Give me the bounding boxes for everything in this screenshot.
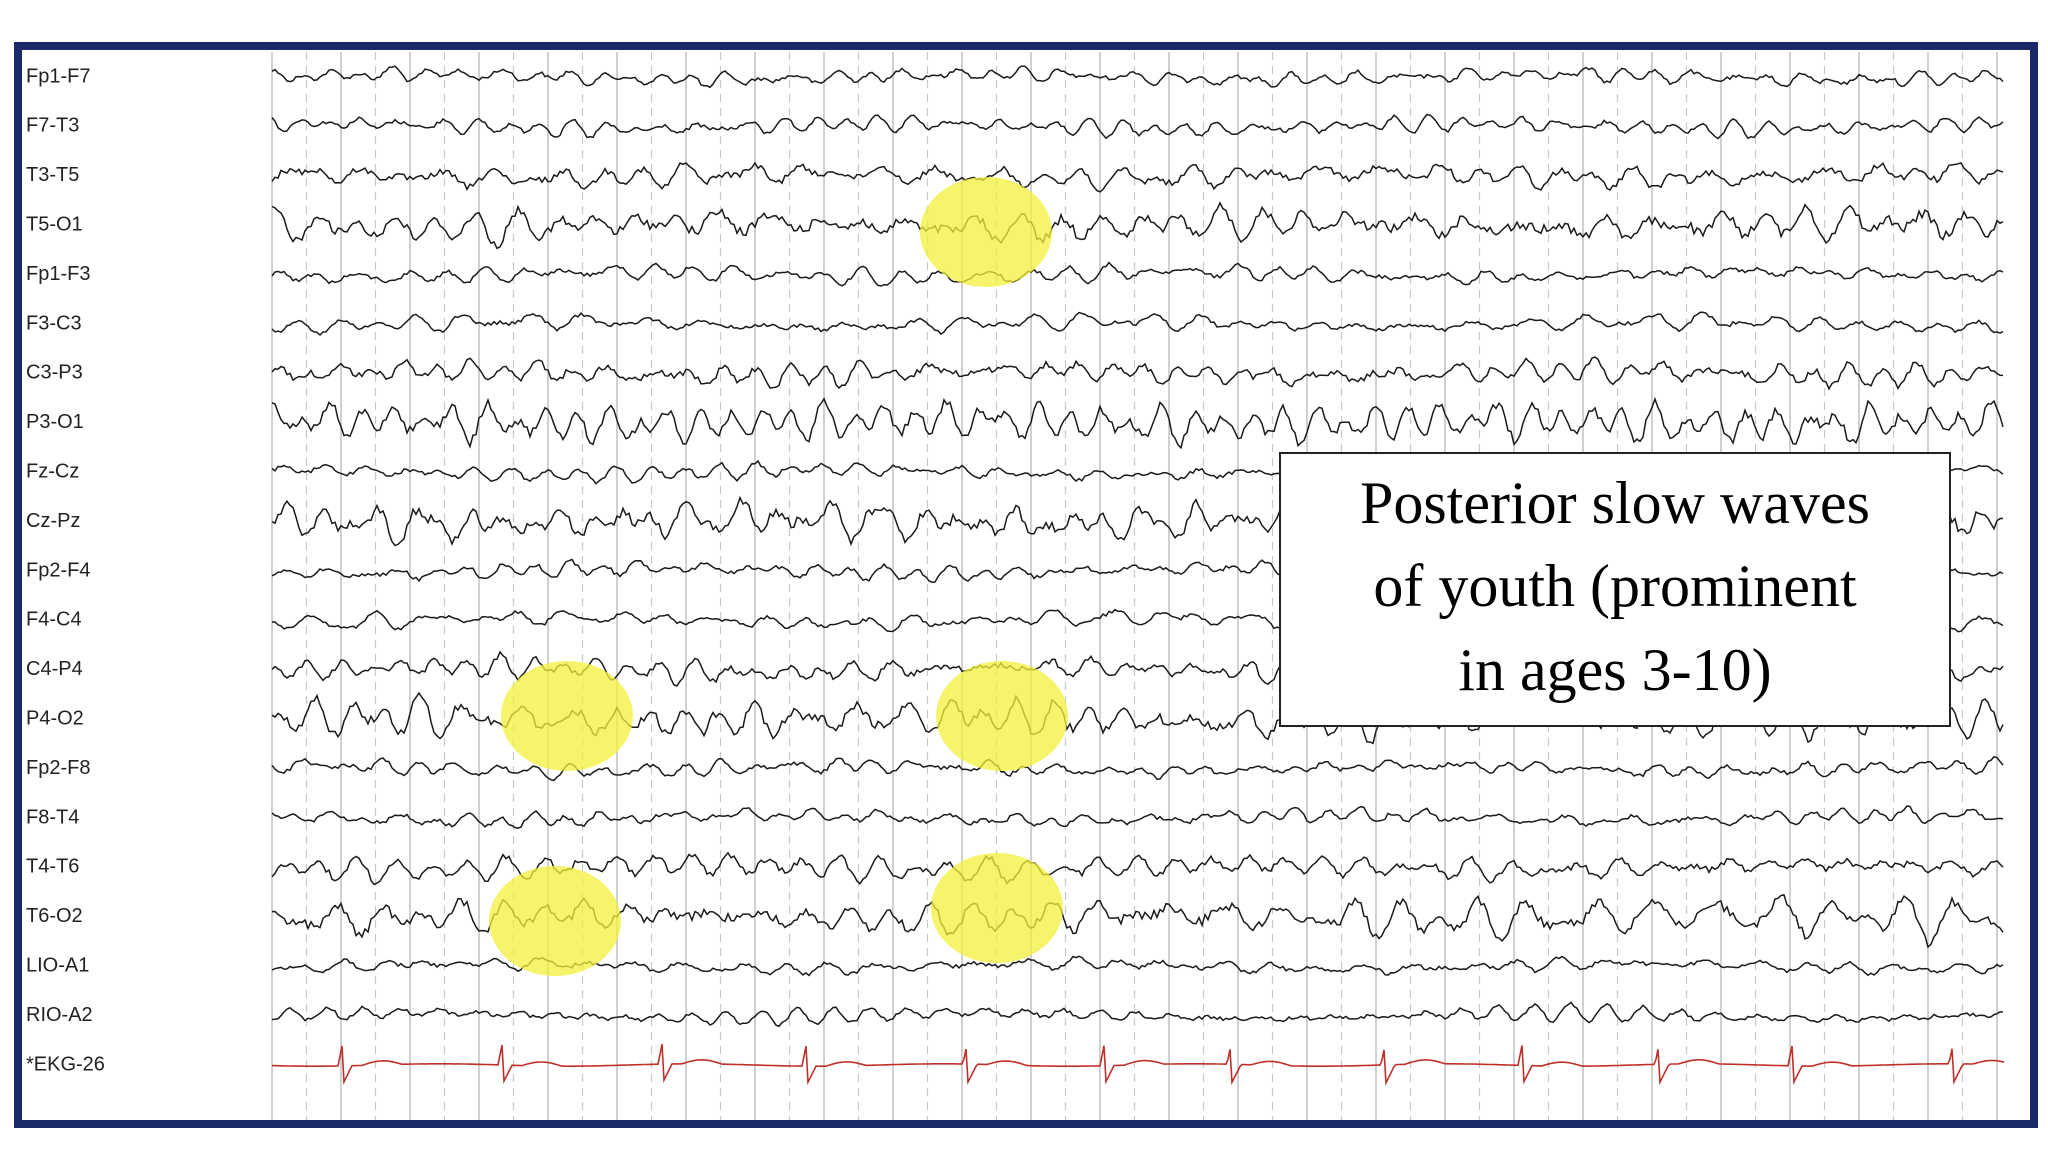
- channel-label: F7-T3: [26, 115, 79, 137]
- highlight: [920, 177, 1052, 287]
- eeg-trace: [271, 1001, 2004, 1028]
- highlights: [489, 177, 1068, 976]
- annotation-line: Posterior slow waves: [1360, 470, 1870, 536]
- annotation-line: of youth (prominent: [1373, 553, 1857, 619]
- channel-label: Fz-Cz: [26, 460, 79, 482]
- eeg-trace: [271, 396, 2004, 450]
- annotation-box: Posterior slow waves of youth (prominent…: [1279, 452, 1951, 727]
- eeg-trace: [271, 161, 2004, 193]
- channel-label: T3-T5: [26, 164, 79, 186]
- channel-label: T5-O1: [26, 213, 83, 235]
- channel-label: C3-P3: [26, 362, 83, 384]
- channel-label: LIO-A1: [26, 954, 89, 976]
- eeg-trace: [271, 261, 2004, 287]
- channel-label: F3-C3: [26, 312, 82, 334]
- eeg-trace: [271, 356, 2004, 391]
- channel-label: Fp2-F8: [26, 757, 90, 779]
- channel-label: T4-T6: [26, 856, 79, 878]
- channel-labels: Fp1-F7 F7-T3 T3-T5 T5-O1 Fp1-F3 F3-C3 C3-P3 P3-…: [26, 65, 105, 1075]
- channel-label: Fp2-F4: [26, 559, 90, 581]
- highlight: [936, 661, 1068, 771]
- highlight: [489, 866, 621, 976]
- channel-label: Fp1-F7: [26, 65, 90, 87]
- eeg-trace: [271, 805, 2004, 829]
- channel-label: *EKG-26: [26, 1053, 105, 1075]
- annotation-frame: [1279, 452, 1951, 727]
- channel-label: P4-O2: [26, 707, 84, 729]
- channel-label: Fp1-F3: [26, 263, 90, 285]
- eeg-trace: [271, 201, 2004, 250]
- eeg-trace: [271, 113, 2004, 140]
- eeg-trace: [271, 65, 2004, 89]
- channel-label: F8-T4: [26, 806, 79, 828]
- channel-label: Cz-Pz: [26, 510, 80, 532]
- ekg-trace: [272, 1043, 2005, 1086]
- channel-label: F4-C4: [26, 609, 82, 631]
- channel-label: T6-O2: [26, 905, 83, 927]
- annotation-line: in ages 3-10): [1458, 637, 1771, 703]
- highlight: [501, 661, 633, 771]
- channel-label: RIO-A2: [26, 1004, 93, 1026]
- channel-label: P3-O1: [26, 411, 84, 433]
- highlight: [931, 853, 1063, 963]
- eeg-trace: [271, 311, 2004, 337]
- eeg-trace: [271, 755, 2004, 782]
- channel-label: C4-P4: [26, 658, 83, 680]
